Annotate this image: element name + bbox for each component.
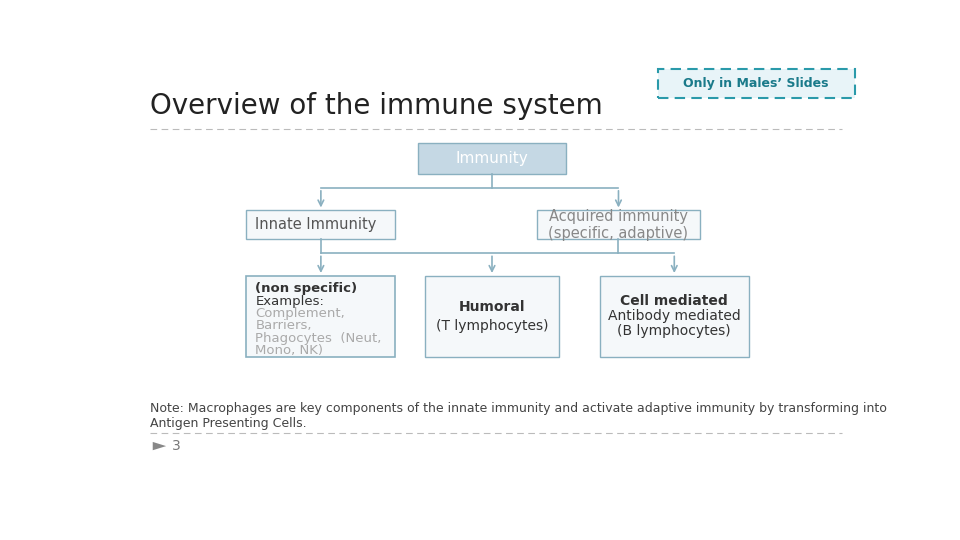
Text: 3: 3: [172, 439, 180, 453]
Text: Barriers,: Barriers,: [255, 320, 312, 333]
Text: (non specific): (non specific): [255, 282, 357, 295]
FancyBboxPatch shape: [537, 211, 701, 239]
Text: Note: Macrophages are key components of the innate immunity and activate adaptiv: Note: Macrophages are key components of …: [150, 402, 887, 430]
FancyBboxPatch shape: [418, 143, 566, 174]
FancyBboxPatch shape: [658, 69, 854, 98]
FancyBboxPatch shape: [247, 276, 396, 357]
Text: Immunity: Immunity: [456, 151, 528, 166]
Text: Only in Males’ Slides: Only in Males’ Slides: [684, 77, 828, 90]
Text: Humoral: Humoral: [459, 300, 525, 314]
Text: Mono, NK): Mono, NK): [255, 345, 324, 357]
Polygon shape: [153, 442, 166, 450]
FancyBboxPatch shape: [247, 211, 396, 239]
Text: Innate Immunity: Innate Immunity: [255, 218, 376, 232]
Text: Examples:: Examples:: [255, 294, 324, 307]
Text: Overview of the immune system: Overview of the immune system: [150, 92, 603, 120]
Text: Antibody mediated: Antibody mediated: [608, 309, 741, 323]
Text: Complement,: Complement,: [255, 307, 346, 320]
FancyBboxPatch shape: [425, 276, 559, 357]
FancyBboxPatch shape: [600, 276, 749, 357]
Text: (T lymphocytes): (T lymphocytes): [436, 319, 548, 333]
Text: Cell mediated: Cell mediated: [620, 294, 728, 308]
Text: Acquired immunity
(specific, adaptive): Acquired immunity (specific, adaptive): [548, 208, 688, 241]
Text: (B lymphocytes): (B lymphocytes): [617, 325, 732, 339]
Text: Phagocytes  (Neut,: Phagocytes (Neut,: [255, 332, 382, 345]
